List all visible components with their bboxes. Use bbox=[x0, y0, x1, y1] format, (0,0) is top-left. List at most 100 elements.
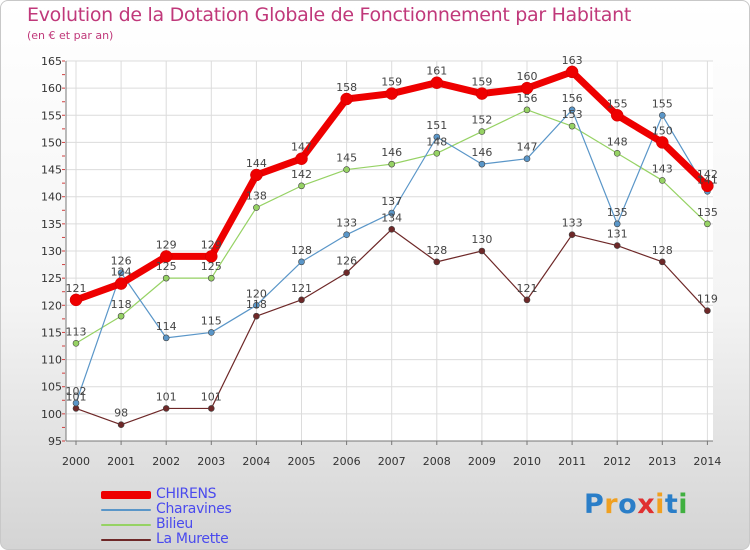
y-tick-label: 120 bbox=[41, 299, 62, 312]
data-label: 120 bbox=[246, 287, 267, 300]
data-label: 131 bbox=[607, 228, 628, 241]
data-label: 124 bbox=[111, 266, 132, 279]
data-label: 134 bbox=[381, 211, 402, 224]
data-point bbox=[162, 405, 170, 412]
legend-label: CHIRENS bbox=[156, 486, 217, 502]
data-point bbox=[253, 204, 260, 211]
data-point bbox=[208, 274, 215, 282]
data-label: 133 bbox=[336, 217, 357, 230]
data-point bbox=[253, 301, 260, 309]
y-tick-label: 130 bbox=[41, 245, 62, 258]
y-tick-label: 165 bbox=[41, 55, 62, 68]
data-label: 147 bbox=[517, 141, 538, 154]
data-point bbox=[430, 76, 444, 89]
x-tick-label: 2011 bbox=[558, 455, 586, 468]
data-label: 126 bbox=[111, 255, 132, 268]
y-tick-label: 110 bbox=[41, 354, 62, 367]
data-label: 121 bbox=[517, 282, 538, 295]
data-point bbox=[565, 65, 579, 79]
data-point bbox=[388, 209, 396, 217]
data-point bbox=[250, 168, 263, 182]
data-label: 158 bbox=[336, 81, 357, 94]
data-label: 128 bbox=[652, 244, 673, 257]
data-point bbox=[117, 269, 125, 277]
data-label: 101 bbox=[66, 390, 87, 403]
legend-swatch bbox=[101, 509, 151, 511]
y-tick-label: 125 bbox=[41, 272, 62, 285]
data-label: 128 bbox=[291, 244, 312, 257]
data-label: 156 bbox=[562, 92, 583, 105]
data-label: 150 bbox=[652, 124, 673, 137]
data-label: 155 bbox=[652, 97, 673, 110]
data-label: 135 bbox=[607, 206, 628, 219]
data-label: 155 bbox=[607, 97, 628, 110]
data-label: 130 bbox=[471, 233, 492, 246]
data-point bbox=[72, 339, 80, 347]
y-tick-label: 145 bbox=[41, 164, 62, 177]
legend-swatch bbox=[101, 524, 151, 526]
y-tick-label: 140 bbox=[41, 191, 62, 204]
data-label: 118 bbox=[246, 298, 267, 311]
data-point bbox=[520, 81, 534, 95]
data-point bbox=[343, 231, 350, 239]
data-point bbox=[343, 269, 350, 277]
data-point bbox=[388, 160, 396, 168]
data-point bbox=[72, 405, 80, 412]
logo-letter: x bbox=[637, 489, 656, 520]
x-tick-label: 2003 bbox=[197, 455, 225, 468]
legend-swatch bbox=[101, 491, 151, 499]
data-label: 142 bbox=[291, 168, 312, 181]
data-point bbox=[159, 250, 173, 263]
data-point bbox=[69, 293, 83, 307]
legend-label: Bilieu bbox=[156, 516, 193, 532]
data-point bbox=[658, 177, 666, 184]
data-point bbox=[658, 258, 666, 266]
y-tick-label: 115 bbox=[41, 326, 62, 339]
y-tick-label: 160 bbox=[41, 82, 62, 95]
data-point bbox=[208, 405, 215, 412]
data-point bbox=[613, 242, 621, 249]
data-point bbox=[704, 220, 711, 228]
data-label: 115 bbox=[201, 314, 222, 327]
data-point bbox=[298, 258, 305, 266]
data-label: 129 bbox=[201, 238, 222, 251]
data-point bbox=[298, 296, 305, 304]
data-point bbox=[114, 277, 128, 290]
data-label: 138 bbox=[246, 190, 267, 203]
x-tick-label: 2013 bbox=[648, 455, 676, 468]
data-label: 160 bbox=[517, 70, 538, 83]
y-tick-label: 105 bbox=[41, 381, 62, 394]
data-label: 159 bbox=[381, 76, 402, 89]
data-label: 142 bbox=[697, 168, 718, 181]
data-point bbox=[162, 334, 170, 342]
data-label: 145 bbox=[336, 152, 357, 165]
logo-letter: i bbox=[678, 489, 689, 520]
data-point bbox=[610, 109, 624, 122]
data-label: 148 bbox=[607, 135, 628, 148]
data-point bbox=[388, 225, 396, 233]
x-tick-label: 2007 bbox=[378, 455, 406, 468]
y-tick-label: 135 bbox=[41, 218, 62, 231]
data-label: 146 bbox=[471, 146, 492, 159]
legend-label: La Murette bbox=[156, 531, 229, 547]
x-tick-label: 2014 bbox=[693, 455, 721, 468]
data-point bbox=[208, 329, 215, 336]
data-label: 125 bbox=[156, 260, 177, 273]
data-point bbox=[568, 122, 576, 130]
data-label: 125 bbox=[201, 260, 222, 273]
data-point bbox=[523, 155, 531, 163]
data-label: 102 bbox=[66, 385, 87, 398]
data-point bbox=[295, 152, 308, 165]
data-label: 143 bbox=[652, 162, 673, 175]
data-label: 129 bbox=[156, 238, 177, 251]
data-point bbox=[343, 166, 350, 173]
logo-letter: P bbox=[584, 489, 605, 520]
data-point bbox=[72, 399, 80, 407]
data-label: 133 bbox=[562, 217, 583, 230]
data-label: 126 bbox=[336, 255, 357, 268]
data-label: 121 bbox=[291, 282, 312, 295]
data-point bbox=[613, 149, 621, 157]
data-label: 144 bbox=[246, 157, 267, 170]
